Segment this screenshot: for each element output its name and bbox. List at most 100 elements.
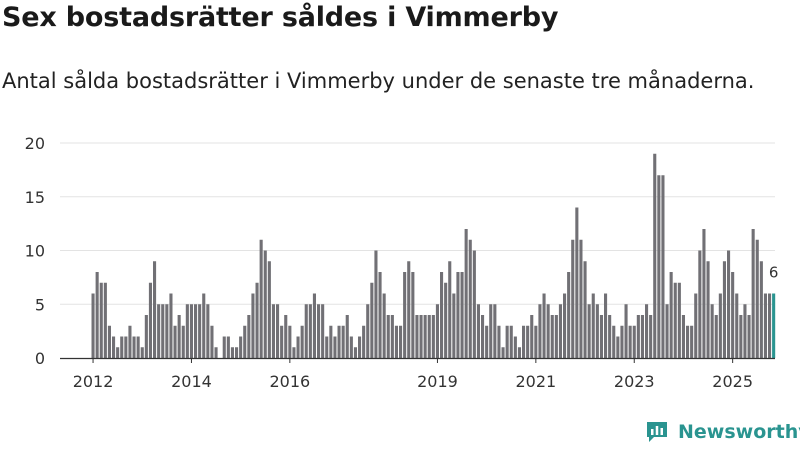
bar	[427, 315, 431, 358]
bar	[546, 304, 550, 358]
bar	[403, 272, 407, 358]
bar	[210, 325, 214, 358]
bar	[107, 325, 111, 358]
bar	[624, 304, 628, 358]
bar	[103, 282, 107, 358]
bar	[743, 304, 747, 358]
bar	[226, 336, 230, 358]
bar	[645, 304, 649, 358]
bar	[620, 325, 624, 358]
bar	[768, 293, 772, 358]
bar	[517, 347, 521, 358]
bar	[271, 304, 275, 358]
bar	[243, 325, 247, 358]
bar	[587, 304, 591, 358]
bar	[136, 336, 140, 358]
bar	[763, 293, 767, 358]
bar	[399, 325, 403, 358]
x-tick-label: 2012	[73, 372, 114, 391]
bar	[296, 336, 300, 358]
bar	[202, 293, 206, 358]
bar	[173, 325, 177, 358]
bar	[706, 261, 710, 358]
bar	[120, 336, 124, 358]
bar	[181, 325, 185, 358]
bar-latest	[772, 293, 776, 358]
bar	[386, 315, 390, 358]
bar	[390, 315, 394, 358]
bar	[91, 293, 95, 358]
bar	[686, 325, 690, 358]
bar	[267, 261, 271, 358]
bar	[345, 315, 349, 358]
bar	[739, 315, 743, 358]
bar	[472, 250, 476, 358]
bar	[558, 304, 562, 358]
bar	[690, 325, 694, 358]
bar	[657, 175, 661, 358]
bar	[144, 315, 148, 358]
bar	[481, 315, 485, 358]
bar	[349, 336, 353, 358]
bar	[112, 336, 116, 358]
bar	[628, 325, 632, 358]
bar	[669, 272, 673, 358]
bar	[214, 347, 218, 358]
bar	[276, 304, 280, 358]
bar	[95, 272, 99, 358]
bar	[440, 272, 444, 358]
bar	[194, 304, 198, 358]
bar	[292, 347, 296, 358]
bar	[353, 347, 357, 358]
bar	[632, 325, 636, 358]
y-tick-label: 20	[25, 134, 45, 153]
bar	[747, 315, 751, 358]
bar	[493, 304, 497, 358]
bar	[538, 304, 542, 358]
x-tick-label: 2014	[171, 372, 212, 391]
bar	[448, 261, 452, 358]
bar	[673, 282, 677, 358]
y-tick-label: 10	[25, 242, 45, 261]
bar	[718, 293, 722, 358]
bar	[206, 304, 210, 358]
bar	[464, 229, 468, 358]
bar	[681, 315, 685, 358]
bar	[116, 347, 120, 358]
bar	[321, 304, 325, 358]
bar	[165, 304, 169, 358]
bar	[509, 325, 513, 358]
x-tick-label: 2023	[614, 372, 655, 391]
bar	[640, 315, 644, 358]
bar	[489, 304, 493, 358]
bar	[239, 336, 243, 358]
bar	[128, 325, 132, 358]
bar	[341, 325, 345, 358]
bar	[411, 272, 415, 358]
bar	[304, 304, 308, 358]
last-value-label: 6	[769, 264, 779, 282]
bar	[419, 315, 423, 358]
bar	[394, 325, 398, 358]
bar	[99, 282, 103, 358]
bar	[169, 293, 173, 358]
bar	[230, 347, 234, 358]
bar	[735, 293, 739, 358]
bar	[132, 336, 136, 358]
bar	[591, 293, 595, 358]
bar	[636, 315, 640, 358]
bar	[710, 304, 714, 358]
bar	[235, 347, 239, 358]
bar	[374, 250, 378, 358]
bar	[722, 261, 726, 358]
bar	[595, 304, 599, 358]
bar	[435, 304, 439, 358]
y-tick-label: 5	[35, 295, 45, 314]
bar	[583, 261, 587, 358]
bar	[161, 304, 165, 358]
brand-name: Newsworthy	[678, 421, 800, 443]
bar	[542, 293, 546, 358]
bar	[575, 207, 579, 358]
chart-subtitle: Antal sålda bostadsrätter i Vimmerby und…	[2, 69, 755, 93]
bar	[444, 282, 448, 358]
